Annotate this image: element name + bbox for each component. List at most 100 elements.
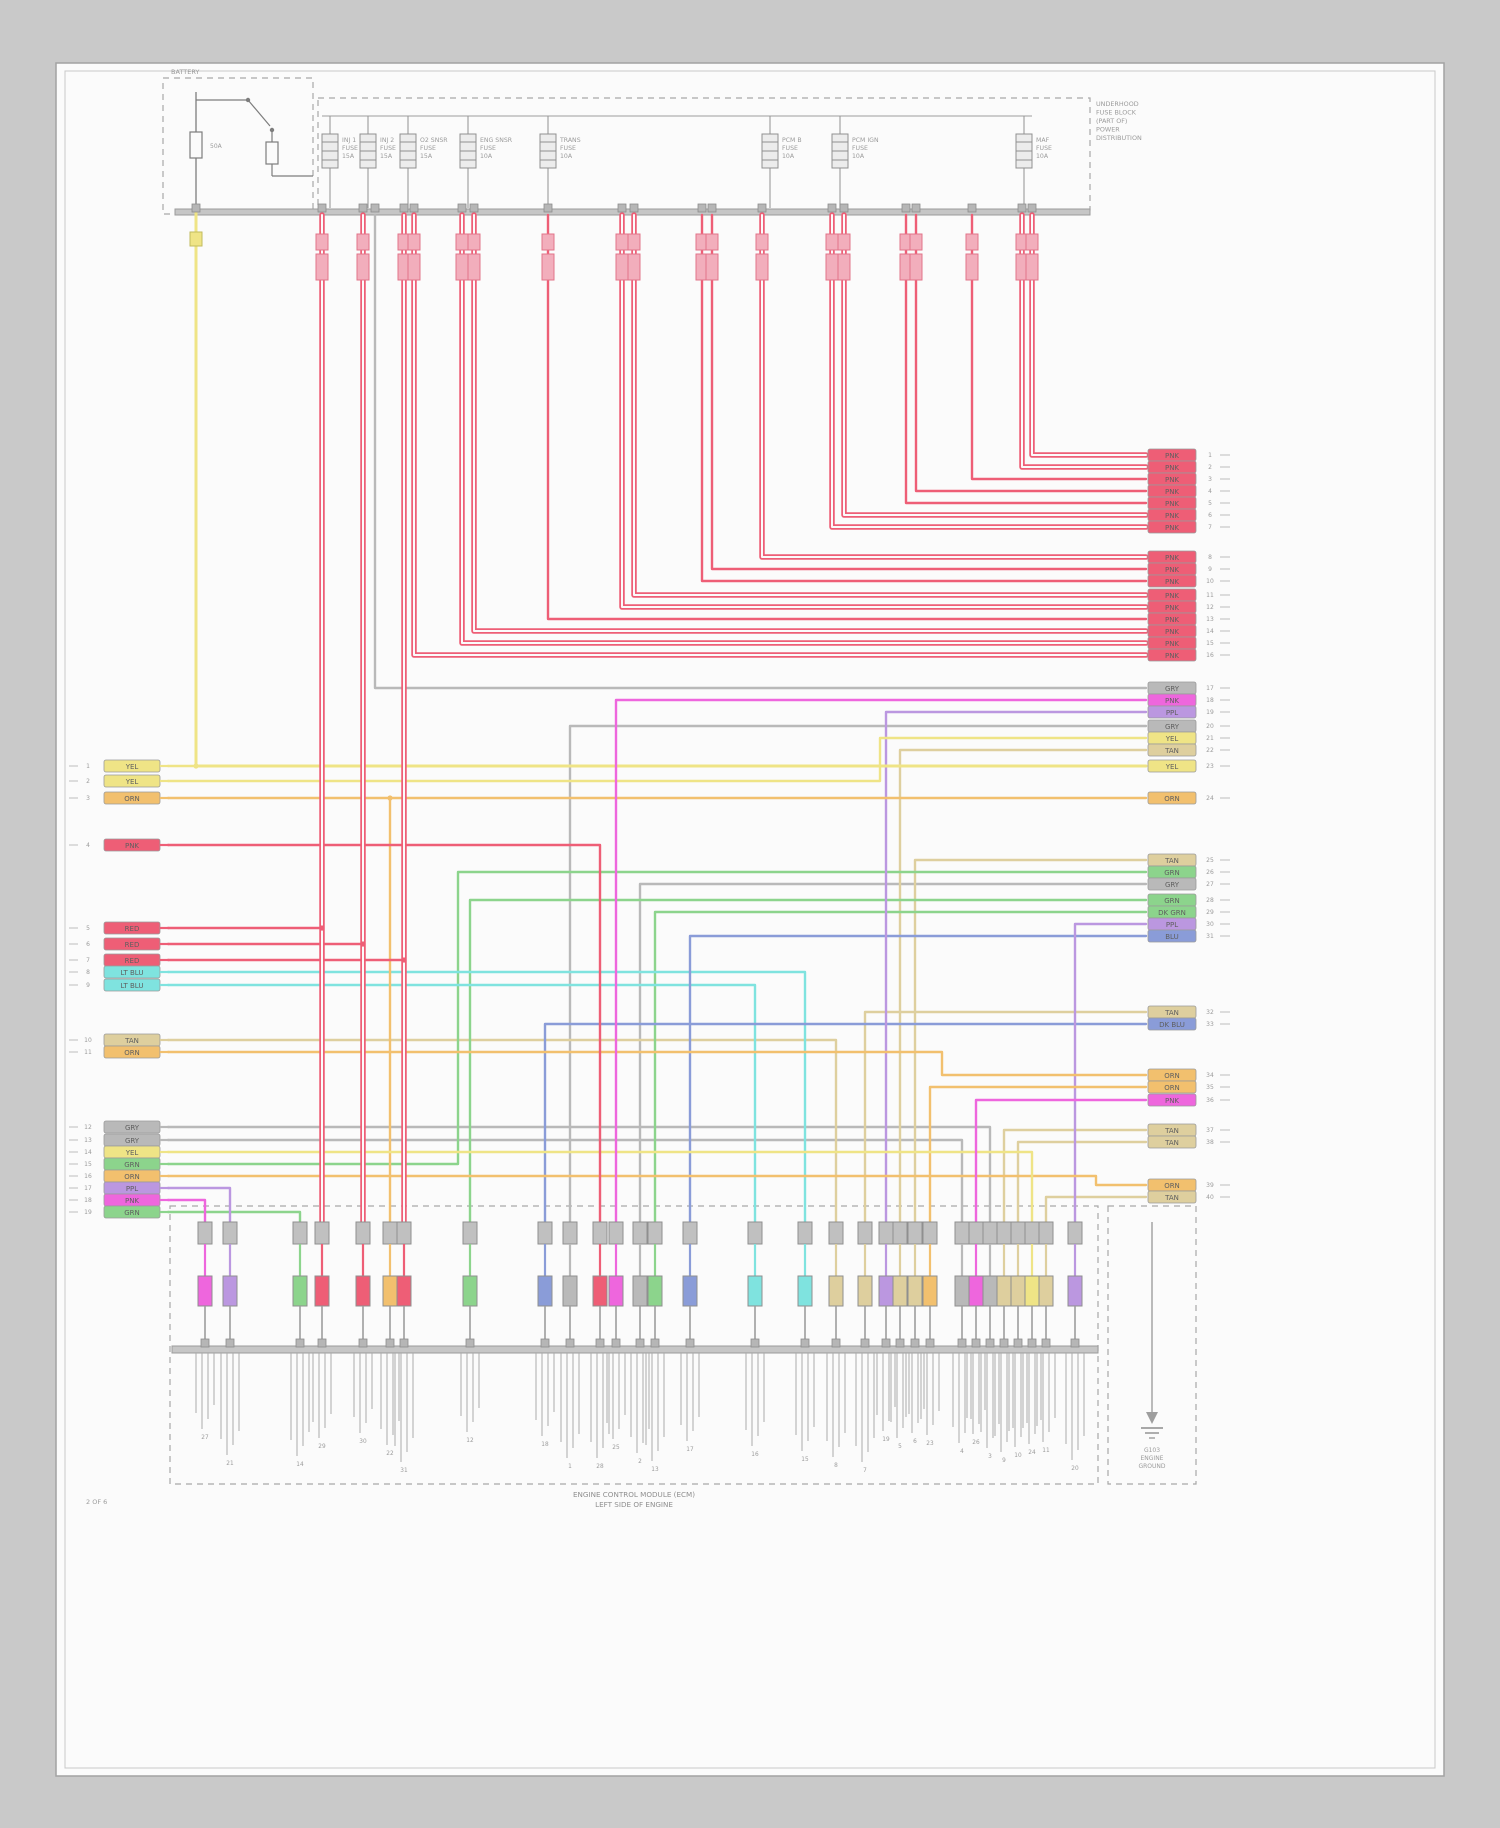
wire-label-text: ORN: [1164, 795, 1180, 803]
connector: [356, 233, 370, 251]
ecm-connector-colored: [982, 1275, 998, 1307]
bus-stub: [957, 1338, 967, 1348]
fuse-block-note: (PART OF): [1096, 117, 1127, 125]
bus-stub: [1041, 1338, 1051, 1348]
ecm-connector: [797, 1221, 813, 1245]
wire-label-text: PNK: [1165, 512, 1179, 520]
wire-label-text: GRY: [125, 1124, 140, 1132]
wire-label-text: PNK: [1165, 464, 1179, 472]
bus-stub: [399, 1338, 409, 1348]
pin-number: 12: [1206, 604, 1214, 611]
bus-stub: [565, 1338, 575, 1348]
wire-core: [761, 214, 1147, 558]
wire-label-text: TAN: [1164, 857, 1179, 865]
pin-number: 14: [1206, 628, 1214, 635]
wire-label-text: GRY: [1165, 723, 1180, 731]
pin-number: 6: [1208, 512, 1212, 519]
ground-note: ENGINE: [1141, 1455, 1164, 1462]
wire-label-text: PNK: [1165, 578, 1179, 586]
bus-stub: [543, 203, 553, 213]
pin-number: 39: [1206, 1182, 1214, 1189]
fuse-label: INJ 1: [342, 137, 356, 144]
pin-number: 1: [86, 763, 90, 770]
wire-label: [1147, 1017, 1197, 1031]
pin-number: 19: [882, 1437, 890, 1443]
wire-label-text: PNK: [1165, 592, 1179, 600]
wire-label-text: YEL: [1165, 763, 1179, 771]
pin-number: 31: [1206, 933, 1214, 940]
bus-stub: [540, 1338, 550, 1348]
bus-stub: [911, 203, 921, 213]
connector: [825, 253, 839, 281]
bus-stub: [685, 1338, 695, 1348]
wire-label-text: BLU: [1165, 933, 1178, 941]
wire: [546, 213, 1148, 621]
pin-number: 12: [466, 1438, 474, 1444]
wire-core: [843, 214, 1147, 516]
pin-number: 29: [318, 1444, 326, 1450]
ecm-connector-colored: [878, 1275, 894, 1307]
bus-stub: [831, 1338, 841, 1348]
fuse-block-note: DISTRIBUTION: [1096, 134, 1142, 142]
pin-number: 10: [84, 1037, 92, 1044]
fuse-label: FUSE: [342, 145, 358, 152]
connector: [627, 233, 641, 251]
pin-number: 5: [1208, 500, 1212, 507]
pin-number: 19: [1206, 709, 1214, 716]
connector: [407, 233, 421, 251]
wire-core: [413, 214, 1147, 656]
wire-label-text: ORN: [1164, 1084, 1180, 1092]
fuse-label: INJ 2: [380, 137, 394, 144]
connector: [467, 233, 481, 251]
connector: [407, 253, 421, 281]
ecm-connector: [907, 1221, 923, 1245]
junction-dot: [401, 957, 407, 963]
wire-label-text: PNK: [1165, 476, 1179, 484]
battery-fuse-label: 50A: [210, 143, 223, 150]
bus-stub: [1070, 1338, 1080, 1348]
wire-label-text: PNK: [1165, 604, 1179, 612]
wire: [166, 736, 1148, 783]
relay-switch: [247, 99, 271, 127]
pin-number: 13: [84, 1137, 92, 1144]
bus-stub: [985, 1338, 995, 1348]
ecm-connector-colored: [797, 1275, 813, 1307]
wire-label-text: RED: [125, 925, 140, 933]
wire: [166, 1210, 302, 1224]
pin-number: 15: [84, 1161, 92, 1168]
connector: [965, 233, 979, 251]
fuse-label: FUSE: [420, 145, 436, 152]
wire: [166, 970, 807, 1224]
bus-stub: [967, 203, 977, 213]
connector: [615, 233, 629, 251]
pin-number: 4: [1208, 488, 1212, 495]
bus-stub: [1027, 203, 1037, 213]
fuse-label: FUSE: [380, 145, 396, 152]
pin-number: 15: [801, 1457, 809, 1463]
fuse-label: MAF: [1036, 137, 1050, 144]
wire-label-text: TAN: [124, 1037, 139, 1045]
ecm-connector-colored: [1024, 1275, 1040, 1307]
pin-number: 29: [1206, 909, 1214, 916]
pin-number: 9: [1208, 566, 1212, 573]
pin-number: 15: [1206, 640, 1214, 647]
wire-label: [1147, 1190, 1197, 1204]
wire-core: [1021, 214, 1147, 468]
wire-label-text: YEL: [125, 1149, 139, 1157]
ecm-connector-colored: [954, 1275, 970, 1307]
ecm-connector-colored: [355, 1275, 371, 1307]
wire-label-text: GRN: [1164, 869, 1180, 877]
wire: [1044, 1195, 1148, 1224]
ecm-connector-colored: [382, 1275, 398, 1307]
pin-number: 22: [1206, 747, 1214, 754]
pin-number: 8: [86, 969, 90, 976]
bus-stub: [358, 1338, 368, 1348]
ecm-connector: [682, 1221, 698, 1245]
bus-stub: [860, 1338, 870, 1348]
bus-stub: [1013, 1338, 1023, 1348]
pin-number: 16: [751, 1452, 759, 1458]
ecm-bus: [171, 1345, 1099, 1354]
pin-number: 37: [1206, 1127, 1214, 1134]
ecm-connector-colored: [828, 1275, 844, 1307]
